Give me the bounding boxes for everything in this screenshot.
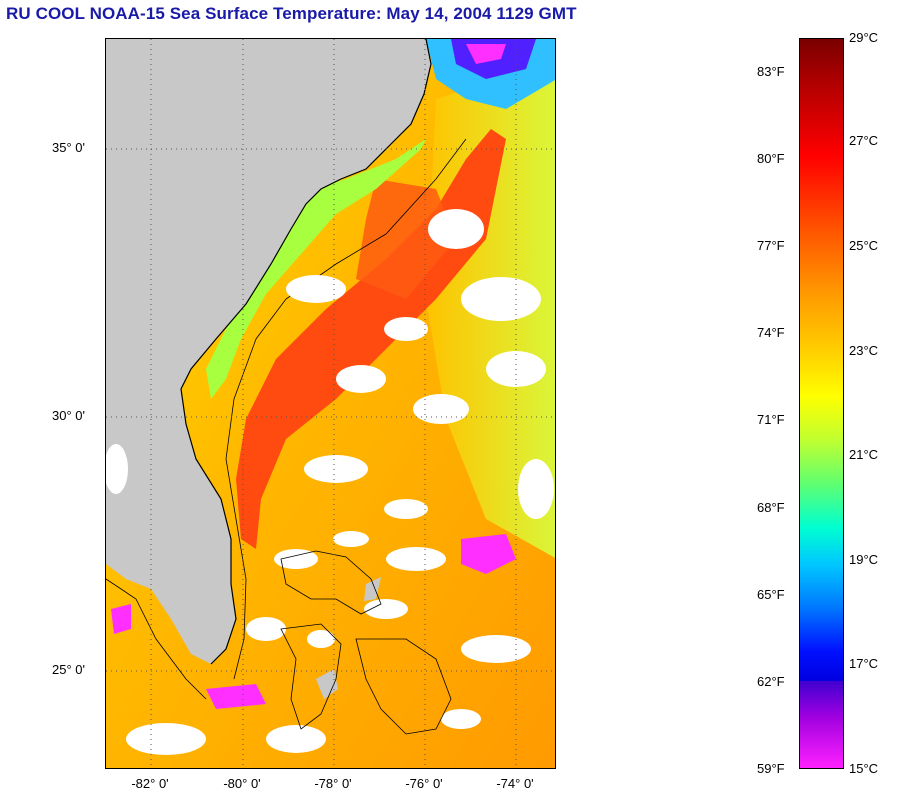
lon-label-74: -74° 0' — [496, 776, 534, 791]
colorbar-c-15: 15°C — [849, 761, 879, 776]
lon-label-78: -78° 0' — [314, 776, 352, 791]
colorbar-c-25: 25°C — [849, 238, 879, 253]
colorbar-c-17: 17°C — [849, 656, 879, 671]
colorbar-f-65: 65°F — [757, 587, 785, 602]
lat-label-30: 30° 0' — [52, 408, 85, 423]
colorbar-c-19: 19°C — [849, 552, 879, 567]
cloud-cover — [106, 209, 554, 755]
colorbar-f-83: 83°F — [757, 64, 785, 79]
colorbar-c-27: 27°C — [849, 133, 879, 148]
colorbar-c-29: 29°C — [849, 30, 879, 45]
lat-label-25: 25° 0' — [52, 662, 85, 677]
lon-label-80: -80° 0' — [223, 776, 261, 791]
colorbar-f-62: 62°F — [757, 674, 785, 689]
lon-label-76: -76° 0' — [405, 776, 443, 791]
colorbar-f-77: 77°F — [757, 238, 785, 253]
sst-map-canvas — [106, 39, 555, 768]
temperature-colorbar — [799, 38, 844, 769]
colorbar-f-74: 74°F — [757, 325, 785, 340]
colorbar-f-59: 59°F — [757, 761, 785, 776]
colorbar-f-68: 68°F — [757, 500, 785, 515]
colorbar-f-71: 71°F — [757, 412, 785, 427]
lat-label-35: 35° 0' — [52, 140, 85, 155]
sst-map — [105, 38, 556, 769]
lon-label-82: -82° 0' — [131, 776, 169, 791]
colorbar-c-21: 21°C — [849, 447, 879, 462]
colorbar-f-80: 80°F — [757, 151, 785, 166]
graticule — [106, 39, 555, 768]
chart-title: RU COOL NOAA-15 Sea Surface Temperature:… — [6, 4, 577, 23]
colorbar-c-23: 23°C — [849, 343, 879, 358]
